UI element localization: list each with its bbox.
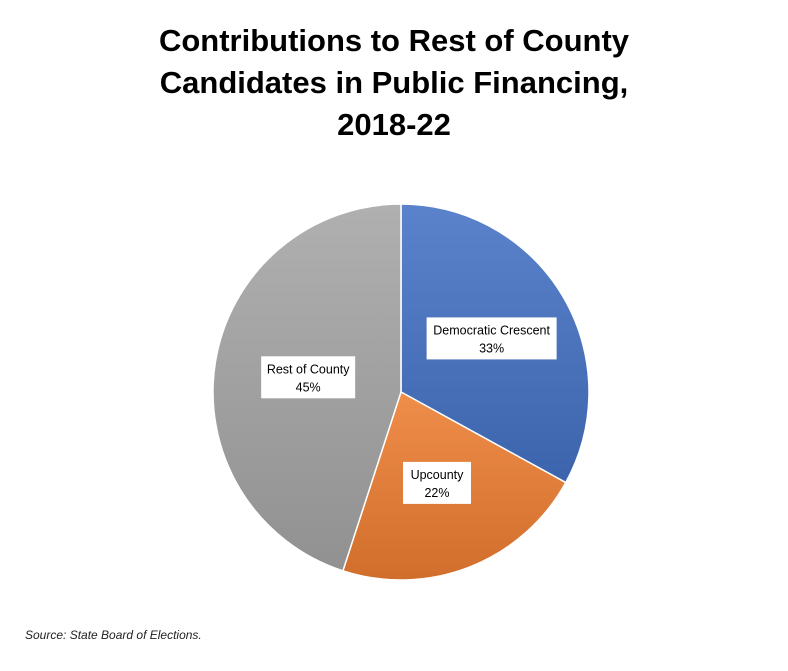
chart-title-line-1: Contributions to Rest of County xyxy=(158,23,630,58)
chart-title: Contributions to Rest of County Candidat… xyxy=(0,20,788,146)
data-label-category: Democratic Crescent xyxy=(433,323,550,337)
data-label-box xyxy=(402,461,471,504)
chart-title-line-3: 2018-22 xyxy=(337,107,451,142)
data-label-value: 22% xyxy=(424,486,449,500)
data-label-upcounty: Upcounty 22% xyxy=(402,461,471,504)
data-label-value: 33% xyxy=(479,341,504,355)
data-label-box xyxy=(426,317,557,360)
data-label-rest-of-county: Rest of County 45% xyxy=(261,356,356,399)
chart-title-line-2: Candidates in Public Financing, xyxy=(159,65,629,100)
source-note: Source: State Board of Elections. xyxy=(25,628,202,642)
data-label-category: Rest of County xyxy=(267,362,350,376)
data-label-democratic-crescent: Democratic Crescent 33% xyxy=(426,317,557,360)
pie-data-labels: Democratic Crescent 33% Upcounty 22% Rest of… xyxy=(261,317,557,504)
data-label-value: 45% xyxy=(296,380,321,394)
data-label-box xyxy=(261,356,356,399)
data-label-category: Upcounty xyxy=(411,468,465,482)
